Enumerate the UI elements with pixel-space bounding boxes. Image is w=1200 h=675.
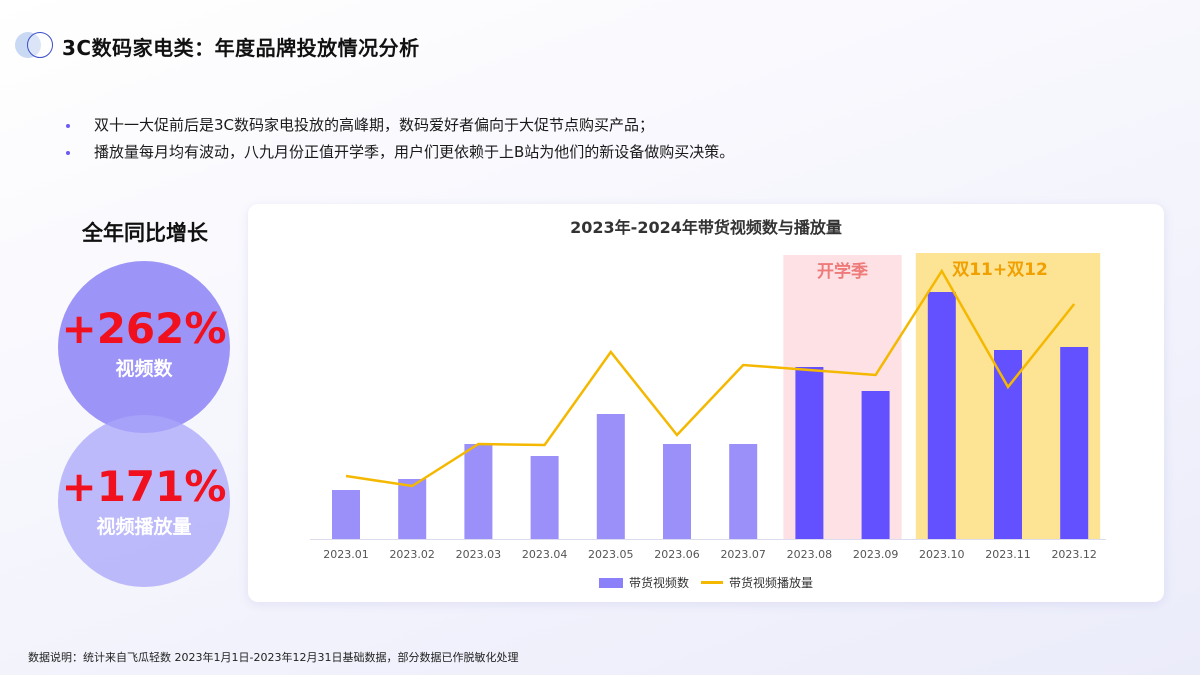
insight-list: 双十一大促前后是3C数码家电投放的高峰期，数码爱好者偏向于大促节点购买产品； 播… — [66, 112, 734, 166]
growth-circle-videos: +262% 视频数 — [58, 261, 230, 433]
bar[interactable] — [596, 414, 625, 539]
x-axis-label: 2023.12 — [1051, 548, 1097, 561]
chart-title: 2023年-2024年带货视频数与播放量 — [570, 218, 842, 237]
legend-label: 带货视频数 — [628, 576, 689, 590]
chart-legend: 带货视频数 带货视频播放量 — [248, 574, 1164, 591]
x-axis-label: 2023.11 — [985, 548, 1031, 561]
combo-chart: 开学季 双11+双12 2023.01 2023.02 2023.03 2023.04 20… — [310, 253, 1106, 561]
growth-label: 视频播放量 — [96, 515, 192, 538]
logo-icon — [15, 30, 57, 60]
bar[interactable] — [1060, 347, 1089, 539]
x-axis-label: 2023.08 — [787, 548, 833, 561]
x-axis-label: 2023.04 — [522, 548, 568, 561]
annotation-label: 双11+双12 — [952, 260, 1048, 280]
growth-value: +171% — [61, 461, 227, 511]
growth-label: 视频数 — [115, 357, 173, 380]
x-axis-label: 2023.07 — [720, 548, 766, 561]
bar[interactable] — [332, 490, 360, 539]
logo-circle-outline — [27, 32, 53, 58]
x-axis-label: 2023.10 — [919, 548, 965, 561]
insight-text: 播放量每月均有波动，八九月份正值开学季，用户们更依赖于上B站为他们的新设备做购买… — [94, 143, 735, 161]
annotation-label: 开学季 — [817, 261, 868, 282]
legend-item-line[interactable]: 带货视频播放量 — [701, 574, 813, 591]
views-line[interactable] — [345, 268, 1076, 488]
bar[interactable] — [530, 456, 559, 539]
insight-text: 双十一大促前后是3C数码家电投放的高峰期，数码爱好者偏向于大促节点购买产品； — [94, 116, 655, 134]
x-axis-label: 2023.03 — [456, 548, 502, 561]
growth-value: +262% — [61, 303, 227, 353]
bar[interactable] — [729, 444, 758, 539]
page-title: 3C数码家电类：年度品牌投放情况分析 — [62, 36, 420, 60]
x-axis-label: 2023.02 — [389, 548, 435, 561]
growth-title: 全年同比增长 — [82, 221, 208, 245]
line-swatch-icon — [701, 581, 723, 584]
bar[interactable] — [464, 444, 493, 539]
bar-swatch-icon — [598, 577, 623, 588]
growth-circle-views: +171% 视频播放量 — [58, 415, 230, 587]
bar[interactable] — [398, 479, 427, 539]
data-footnote: 数据说明：统计来自飞瓜轻数 2023年1月1日-2023年12月31日基础数据，… — [28, 651, 519, 664]
bar[interactable] — [663, 444, 691, 539]
bar[interactable] — [861, 391, 890, 539]
bar[interactable] — [994, 350, 1022, 539]
x-axis-label: 2023.06 — [654, 548, 700, 561]
chart-card: 2023年-2024年带货视频数与播放量 开学季 双11+双12 2023.01 20… — [248, 204, 1164, 602]
x-axis-label: 2023.01 — [323, 548, 369, 561]
insight-item: 双十一大促前后是3C数码家电投放的高峰期，数码爱好者偏向于大促节点购买产品； — [66, 112, 734, 139]
x-axis-label: 2023.05 — [588, 548, 634, 561]
bar[interactable] — [927, 292, 956, 539]
bullet-icon — [66, 150, 70, 155]
insight-item: 播放量每月均有波动，八九月份正值开学季，用户们更依赖于上B站为他们的新设备做购买… — [66, 139, 734, 166]
x-axis-label: 2023.09 — [853, 548, 899, 561]
legend-label: 带货视频播放量 — [729, 576, 814, 590]
bar[interactable] — [795, 367, 824, 539]
legend-item-bar[interactable]: 带货视频数 — [598, 574, 689, 591]
bullet-icon — [66, 123, 70, 128]
